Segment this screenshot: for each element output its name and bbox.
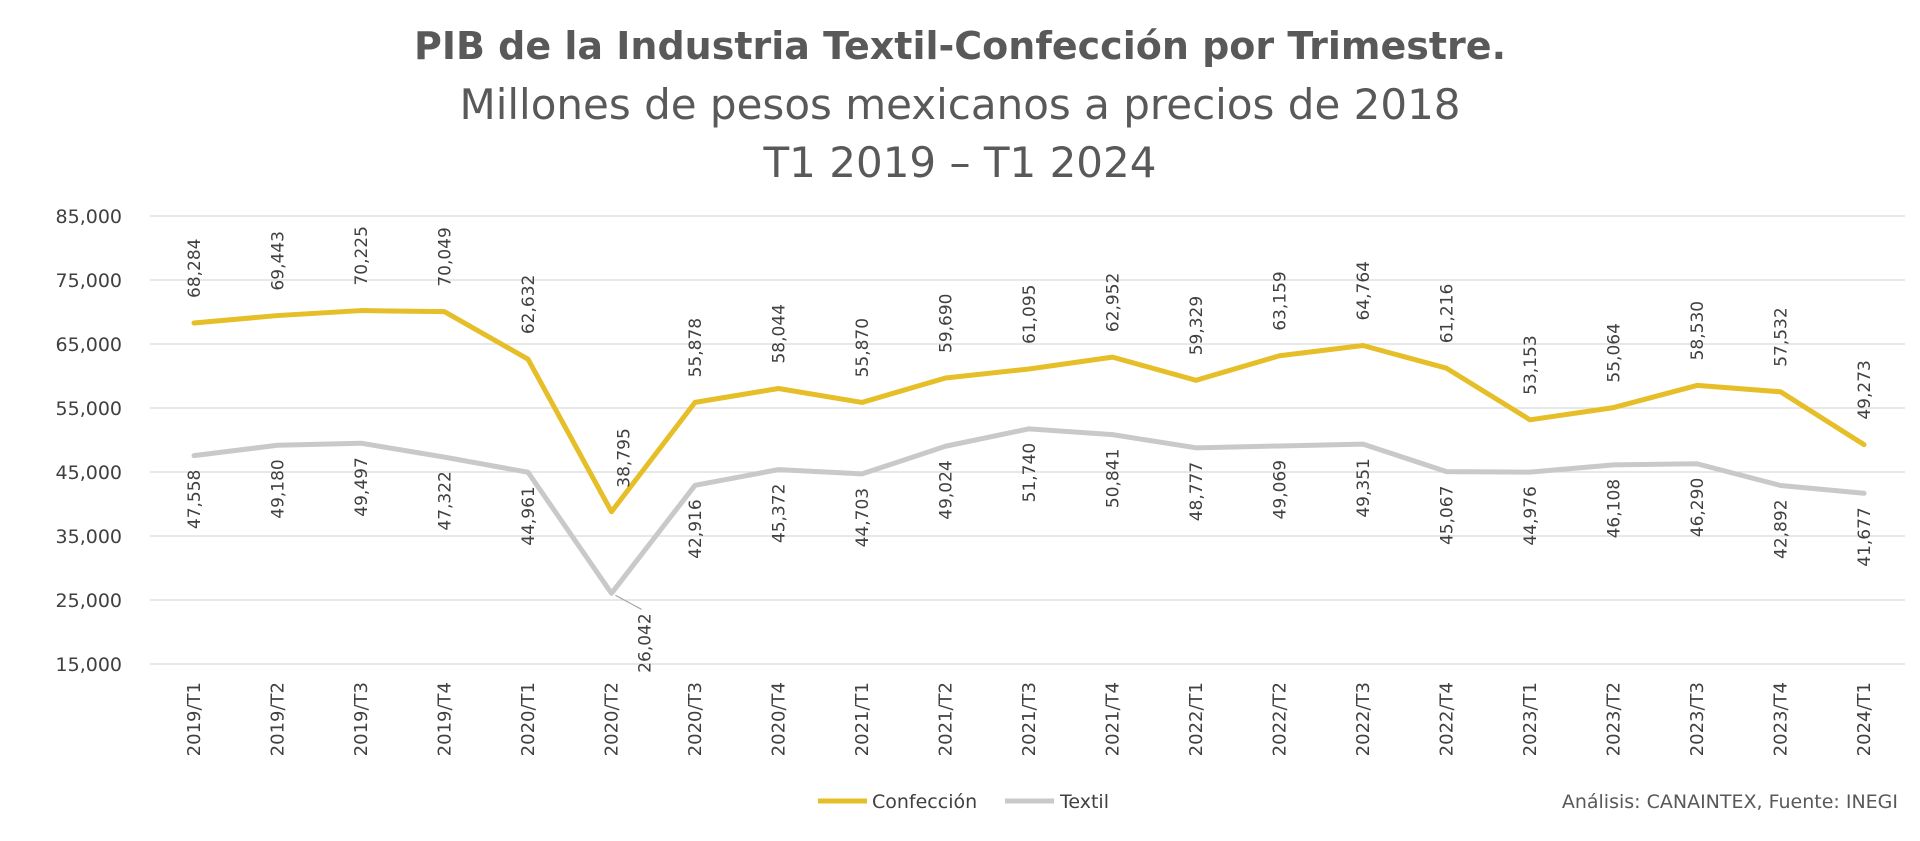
x-tick-label: 2020/T4 [769,682,790,756]
data-label-textil: 49,180 [269,459,289,518]
data-label-textil: 44,976 [1521,486,1541,545]
x-tick-label: 2021/T2 [936,682,957,756]
x-tick-label: 2022/T3 [1353,682,1374,756]
x-tick-label: 2021/T3 [1019,682,1040,756]
data-label-textil: 26,042 [636,613,656,672]
data-label-confeccion: 59,690 [937,293,957,352]
legend-label-confeccion: Confección [872,791,977,813]
data-label-textil: 44,961 [519,486,539,545]
chart-subtitle: Millones de pesos mexicanos a precios de… [459,80,1461,129]
x-axis-ticks: 2019/T1 2019/T2 2019/T3 2019/T4 2020/T1 2020/… [184,682,1875,756]
data-label-confeccion: 62,952 [1104,273,1124,332]
data-label-confeccion: 64,764 [1354,261,1374,320]
series-line-confeccion [191,308,1867,515]
legend: Confección Textil [818,791,1109,813]
x-tick-label: 2020/T3 [685,682,706,756]
data-label-confeccion: 63,159 [1271,271,1291,330]
data-label-textil: 46,290 [1688,478,1708,537]
x-tick-label: 2024/T1 [1854,682,1875,756]
data-label-textil: 47,558 [185,470,205,529]
y-tick-label: 85,000 [56,206,122,228]
y-axis-ticks: 85,000 75,000 65,000 55,000 45,000 35,000 25,0… [56,206,122,676]
data-label-textil: 49,069 [1271,460,1291,519]
data-label-confeccion: 69,443 [269,231,289,290]
x-tick-label: 2023/T4 [1771,682,1792,756]
x-tick-label: 2022/T1 [1186,682,1207,756]
data-label-confeccion: 68,284 [185,238,205,297]
x-tick-label: 2019/T4 [435,682,456,756]
data-label-confeccion: 59,329 [1187,296,1207,355]
data-label-textil: 41,677 [1855,507,1875,566]
data-label-textil: 45,067 [1438,486,1458,545]
x-tick-label: 2019/T3 [351,682,372,756]
data-label-confeccion: 38,795 [615,428,635,487]
data-label-confeccion: 70,049 [436,227,456,286]
x-tick-label: 2023/T3 [1687,682,1708,756]
x-tick-label: 2023/T2 [1604,682,1625,756]
x-tick-label: 2021/T4 [1103,682,1124,756]
y-tick-label: 25,000 [56,590,122,612]
source-credit: Análisis: CANAINTEX, Fuente: INEGI [1562,791,1898,813]
data-label-textil: 51,740 [1020,443,1040,502]
data-label-confeccion: 57,532 [1772,307,1792,366]
x-tick-label: 2022/T2 [1270,682,1291,756]
data-label-confeccion: 53,153 [1521,335,1541,394]
data-label-textil: 44,703 [853,488,873,547]
x-tick-label: 2020/T1 [518,682,539,756]
x-tick-label: 2023/T1 [1520,682,1541,756]
series-line-textil [191,426,1867,596]
y-tick-label: 75,000 [56,270,122,292]
data-label-confeccion: 58,530 [1688,301,1708,360]
data-label-confeccion: 58,044 [770,304,790,363]
x-tick-label: 2022/T4 [1437,682,1458,756]
y-tick-label: 15,000 [56,654,122,676]
y-tick-label: 35,000 [56,526,122,548]
data-label-textil: 42,892 [1772,499,1792,558]
chart-period: T1 2019 – T1 2024 [763,138,1157,187]
legend-label-textil: Textil [1059,791,1109,813]
data-label-confeccion: 55,064 [1605,323,1625,382]
data-label-textil: 47,322 [436,471,456,530]
data-label-textil: 48,777 [1187,462,1207,521]
data-labels: 68,284 69,443 70,225 70,049 62,632 38,795 55,8… [185,226,1875,673]
x-tick-label: 2021/T1 [852,682,873,756]
data-label-confeccion: 61,216 [1438,284,1458,343]
data-label-confeccion: 55,878 [686,318,706,377]
data-label-textil: 49,351 [1354,458,1374,517]
data-label-confeccion: 62,632 [519,275,539,334]
data-label-textil: 46,108 [1605,479,1625,538]
data-label-textil: 42,916 [686,499,706,558]
label-leader-line [615,594,642,610]
x-tick-label: 2019/T2 [268,682,289,756]
data-label-textil: 50,841 [1104,449,1124,508]
gridlines [150,215,1905,665]
chart-title: PIB de la Industria Textil-Confección po… [414,24,1506,68]
data-label-confeccion: 49,273 [1855,360,1875,419]
y-tick-label: 55,000 [56,398,122,420]
y-tick-label: 65,000 [56,334,122,356]
y-tick-label: 45,000 [56,462,122,484]
data-label-confeccion: 70,225 [352,226,372,285]
series-lines [191,308,1867,596]
data-label-textil: 49,024 [937,460,957,519]
data-label-confeccion: 55,870 [853,318,873,377]
data-label-textil: 49,497 [352,457,372,516]
data-label-textil: 45,372 [770,484,790,543]
data-label-confeccion: 61,095 [1020,285,1040,344]
x-tick-label: 2020/T2 [602,682,623,756]
x-tick-label: 2019/T1 [184,682,205,756]
